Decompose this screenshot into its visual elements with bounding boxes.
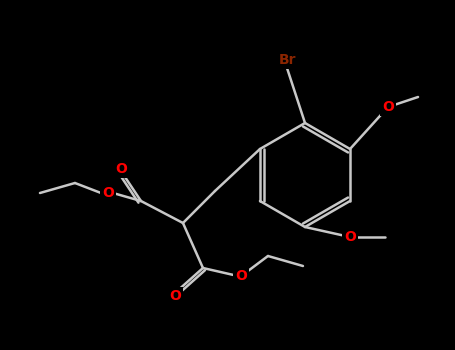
Text: O: O: [169, 289, 181, 303]
Text: O: O: [344, 230, 356, 244]
Text: O: O: [102, 186, 114, 200]
Text: O: O: [235, 269, 247, 283]
Text: O: O: [115, 162, 127, 176]
Text: Br: Br: [278, 53, 296, 67]
Text: O: O: [382, 100, 394, 114]
